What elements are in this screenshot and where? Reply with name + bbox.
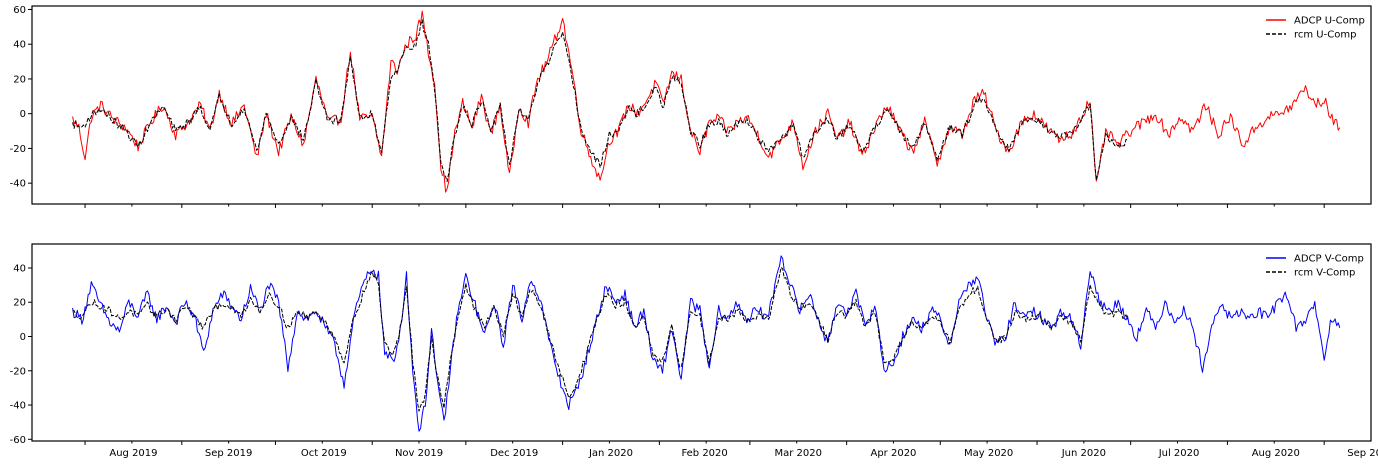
legend: ADCP U-Comp rcm U-Comp (1266, 16, 1365, 41)
x-tick-label: Sep 2020 (1347, 448, 1378, 459)
y-tick-label: -20 (10, 366, 26, 377)
y-tick-label: 0 (20, 332, 26, 343)
legend: ADCP V-Comp rcm V-Comp (1266, 254, 1364, 279)
x-tick-label: Nov 2019 (395, 448, 443, 459)
y-tick-label: 60 (13, 5, 26, 16)
legend-entry: ADCP V-Comp (1294, 254, 1364, 265)
x-tick-label: Dec 2019 (490, 448, 538, 459)
chart-panel-u-comp: -40 -20 0 20 40 60 ADCP U-Comp rcm U-Comp (10, 5, 1372, 208)
y-tick-label: 20 (13, 74, 26, 85)
x-tick-label: Sep 2019 (205, 448, 252, 459)
x-tick-label: Mar 2020 (775, 448, 823, 459)
y-tick-label: 20 (13, 298, 26, 309)
legend-entry: rcm V-Comp (1294, 268, 1355, 279)
x-tick-label: Aug 2020 (1252, 448, 1300, 459)
x-tick-label: Jul 2020 (1158, 448, 1200, 459)
x-tick-label: Jan 2020 (588, 448, 633, 459)
y-tick-label: -20 (10, 144, 26, 155)
series-line-rcm-u-comp (72, 19, 1128, 183)
x-tick-label: May 2020 (964, 448, 1013, 459)
x-tick-label: Jun 2020 (1061, 448, 1106, 459)
axes-frame (31, 5, 1372, 205)
legend-entry: ADCP U-Comp (1294, 16, 1365, 27)
x-tick-label: Oct 2019 (301, 448, 347, 459)
x-tick-label: Apr 2020 (870, 448, 916, 459)
y-tick-label: -40 (10, 401, 26, 412)
y-tick-label: 40 (13, 263, 26, 274)
chart-panel-v-comp: -60 -40 -20 0 20 40 Aug 2019 Sep 2019 Oct 2019 No… (10, 243, 1378, 459)
series-line-adcp-v-comp (72, 255, 1341, 432)
series-line-adcp-u-comp (72, 10, 1341, 193)
y-tick-label: -60 (10, 435, 26, 446)
series-line-rcm-v-comp (72, 267, 1128, 412)
y-tick-label: 0 (20, 109, 26, 120)
x-tick-label: Feb 2020 (681, 448, 727, 459)
y-tick-label: -40 (10, 179, 26, 190)
x-tick-label: Aug 2019 (109, 448, 157, 459)
axes-frame (31, 243, 1372, 442)
y-tick-label: 40 (13, 40, 26, 51)
legend-entry: rcm U-Comp (1294, 30, 1356, 41)
